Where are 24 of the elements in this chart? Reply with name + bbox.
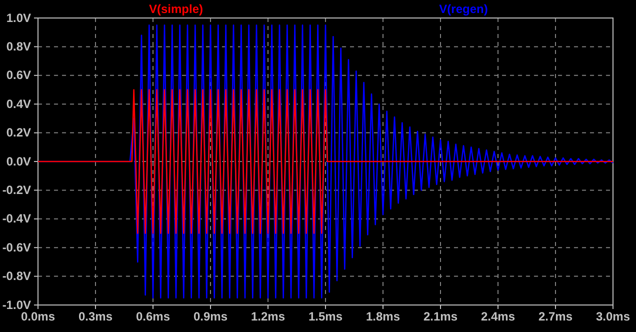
y-tick-label: -1.0V (2, 298, 31, 312)
x-tick-label: 2.4ms (480, 310, 516, 324)
x-tick-label: 2.7ms (538, 310, 573, 324)
y-tick-label: -0.8V (2, 269, 31, 284)
y-tick-label: 0.4V (6, 96, 31, 111)
y-tick-label: 0.6V (6, 68, 31, 82)
y-tick-label: 1.0V (6, 10, 31, 25)
y-tick-label: -0.2V (2, 183, 31, 198)
text: V(simple) (148, 2, 204, 16)
text: V(regen) (439, 2, 488, 16)
x-tick-label: 1.5ms (308, 310, 343, 324)
x-tick-label: 1.8ms (366, 310, 400, 324)
x-tick-label: 0.6ms (136, 310, 170, 324)
y-tick-label: -0.4V (2, 212, 31, 226)
x-tick-label: 0.3ms (78, 310, 113, 324)
y-tick-label: 0.8V (6, 40, 31, 54)
x-tick-label: 3.0ms (596, 310, 630, 324)
x-tick-label: 1.2ms (250, 310, 286, 324)
x-tick-label: 0.9ms (193, 310, 228, 324)
y-tick-label: -0.6V (2, 240, 31, 254)
x-tick-label: 0.0ms (20, 310, 56, 324)
y-tick-label: 0.0V (6, 154, 31, 168)
x-tick-label: 2.1ms (423, 310, 458, 324)
y-tick-label: 0.2V (6, 126, 31, 140)
